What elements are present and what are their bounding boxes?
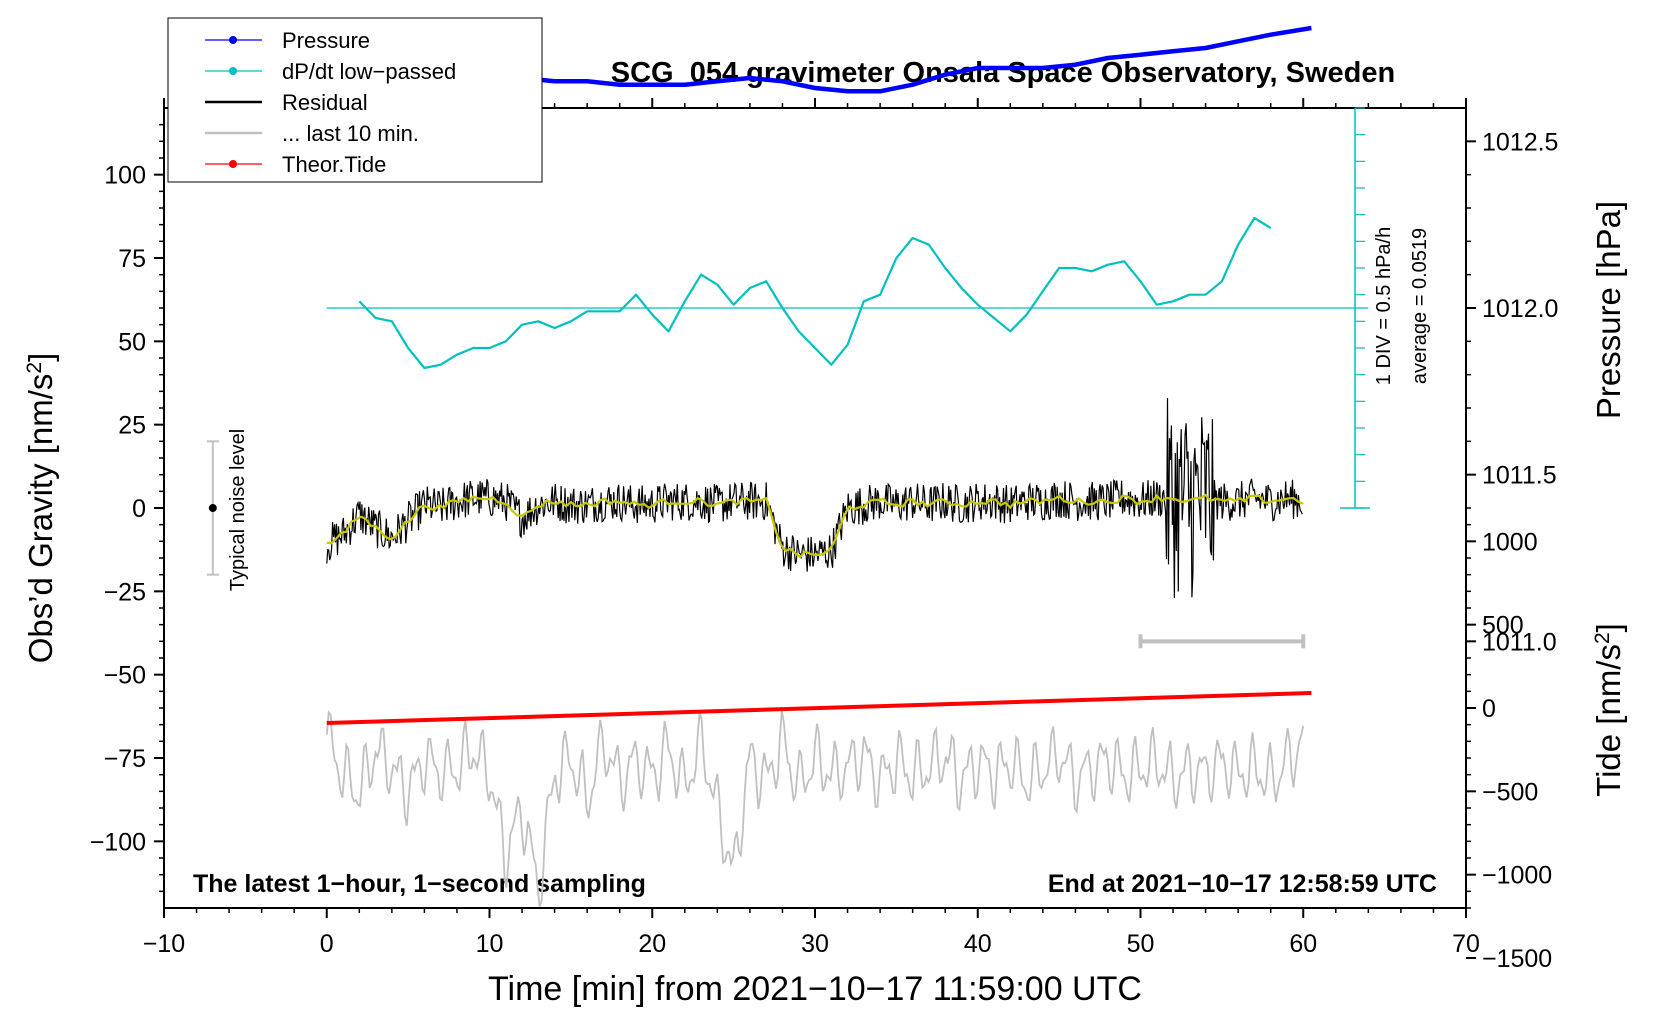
tide-tick-label: −1500	[1482, 945, 1552, 973]
x-tick-label: 20	[638, 930, 666, 958]
y-axis-label-pressure: Pressure [hPa]	[1590, 201, 1627, 419]
y-tick-label: −50	[104, 662, 146, 690]
noise-bar-dot	[208, 504, 217, 512]
x-tick-label: 60	[1289, 930, 1317, 958]
x-tick-label: 50	[1127, 930, 1155, 958]
y-tick-label: 100	[104, 162, 146, 190]
y-tick-label: −25	[104, 578, 146, 606]
legend-box	[167, 17, 543, 183]
series-last-10-min	[325, 709, 1305, 907]
average-label: average = 0.0519	[1409, 228, 1431, 384]
x-tick-label: 10	[476, 930, 504, 958]
y-tick-label: 75	[118, 245, 146, 273]
tide-tick-label: −500	[1482, 778, 1538, 806]
legend-label: Residual	[282, 90, 368, 115]
x-tick-label: 30	[801, 930, 829, 958]
legend-marker	[229, 160, 237, 168]
tide-tick-label: 0	[1482, 695, 1496, 723]
y-axis-label-tide: Tide [nm/s2]	[1590, 623, 1627, 797]
pressure-tick-label: 1012.5	[1482, 128, 1558, 156]
legend-label: ... last 10 min.	[282, 121, 419, 146]
legend-label: Theor.Tide	[282, 152, 386, 177]
div-label: 1 DIV = 0.5 hPa/h	[1373, 227, 1395, 385]
tide-tick-label: 500	[1482, 612, 1524, 640]
x-tick-label: 40	[964, 930, 992, 958]
series-residual-smoothed	[326, 493, 1304, 559]
legend-marker	[229, 36, 237, 44]
sampling-note: The latest 1−hour, 1−second sampling	[193, 870, 646, 898]
series-theor-tide	[326, 691, 1312, 725]
noise-label: Typical noise level	[227, 429, 249, 591]
y-tick-label: 25	[118, 412, 146, 440]
series-residual	[326, 398, 1303, 598]
pressure-tick-label: 1011.5	[1482, 462, 1557, 490]
pressure-tick-label: 1011.0	[1482, 628, 1557, 656]
x-axis-label: Time [min] from 2021−10−17 11:59:00 UTC	[488, 970, 1142, 1008]
x-tick-label: 0	[320, 930, 334, 958]
y-tick-label: 0	[132, 495, 146, 523]
tide-tick-label: −1000	[1482, 862, 1552, 890]
legend-label: dP/dt low−passed	[282, 59, 456, 84]
x-tick-label: −10	[143, 930, 185, 958]
pressure-tick-label: 1012.0	[1482, 295, 1558, 323]
x-tick-label: 70	[1452, 930, 1480, 958]
y-axis-label-left: Obs’d Gravity [nm/s2]	[22, 353, 59, 664]
legend-marker	[229, 67, 237, 75]
series-dpdt	[358, 216, 1272, 370]
chart-title: SCG_054 gravimeter Onsala Space Observat…	[611, 57, 1395, 89]
y-tick-label: −100	[90, 828, 146, 856]
end-time-note: End at 2021−10−17 12:58:59 UTC	[1048, 870, 1437, 898]
y-tick-label: −75	[104, 745, 146, 773]
y-tick-label: 50	[118, 328, 146, 356]
tide-tick-label: 1000	[1482, 528, 1538, 556]
legend-label: Pressure	[282, 28, 370, 53]
